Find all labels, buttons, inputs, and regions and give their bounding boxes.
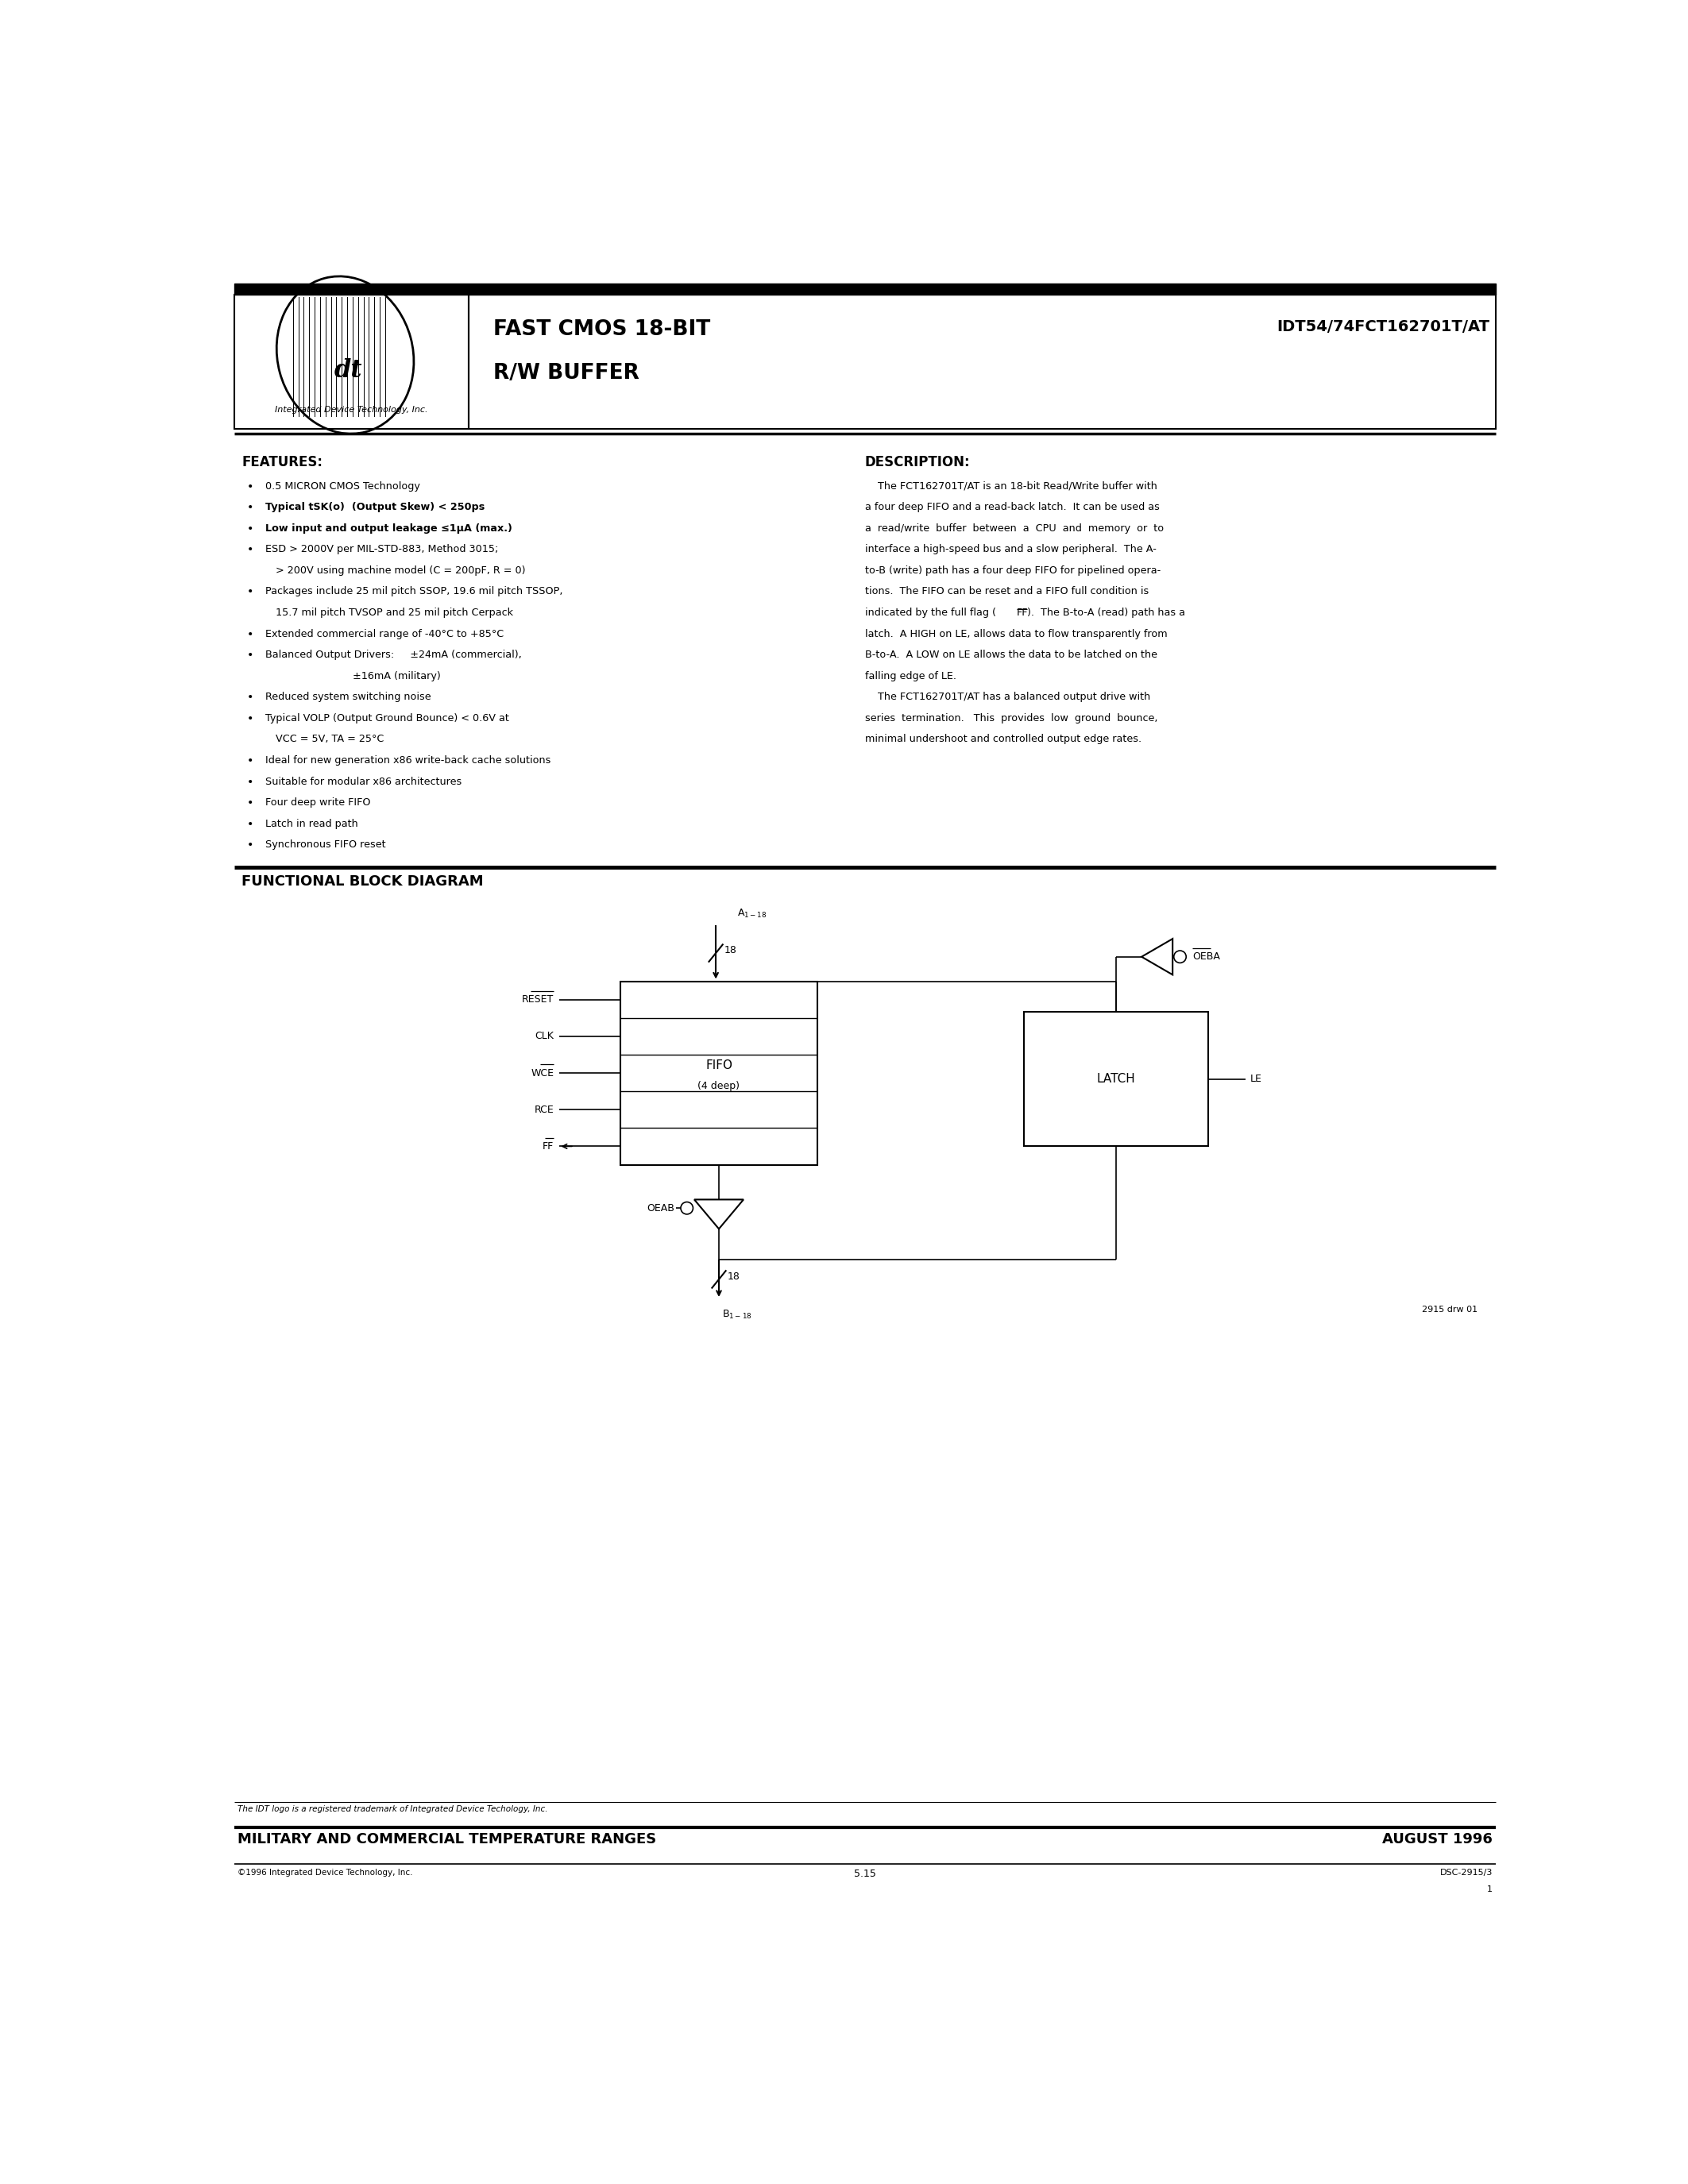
- Text: •: •: [246, 712, 253, 725]
- Text: OEAB: OEAB: [647, 1203, 675, 1214]
- Text: to-B (write) path has a four deep FIFO for pipelined opera-: to-B (write) path has a four deep FIFO f…: [864, 566, 1160, 577]
- Text: •: •: [246, 775, 253, 788]
- Text: •: •: [246, 839, 253, 852]
- Text: •: •: [246, 819, 253, 830]
- Text: 18: 18: [728, 1271, 739, 1282]
- Text: latch.  A HIGH on LE, allows data to flow transparently from: latch. A HIGH on LE, allows data to flow…: [864, 629, 1166, 640]
- Text: 18: 18: [724, 946, 738, 954]
- Text: DESCRIPTION:: DESCRIPTION:: [864, 454, 971, 470]
- Text: Ideal for new generation x86 write-back cache solutions: Ideal for new generation x86 write-back …: [265, 756, 550, 767]
- Text: ®: ®: [403, 286, 410, 295]
- Text: WCE: WCE: [530, 1068, 554, 1079]
- Text: Low input and output leakage ≤1μA (max.): Low input and output leakage ≤1μA (max.): [265, 524, 511, 533]
- Text: •: •: [246, 480, 253, 491]
- Text: •: •: [246, 629, 253, 640]
- Text: AUGUST 1996: AUGUST 1996: [1382, 1832, 1492, 1848]
- Text: Packages include 25 mil pitch SSOP, 19.6 mil pitch TSSOP,: Packages include 25 mil pitch SSOP, 19.6…: [265, 587, 562, 596]
- Text: > 200V using machine model (C = 200pF, R = 0): > 200V using machine model (C = 200pF, R…: [275, 566, 525, 577]
- Text: Integrated Device Technology, Inc.: Integrated Device Technology, Inc.: [275, 406, 427, 413]
- Text: •: •: [246, 756, 253, 767]
- Text: The FCT162701T/AT has a balanced output drive with: The FCT162701T/AT has a balanced output …: [864, 692, 1150, 703]
- Text: Balanced Output Drivers:     ±24mA (commercial),: Balanced Output Drivers: ±24mA (commerci…: [265, 651, 522, 660]
- Text: CLK: CLK: [535, 1031, 554, 1042]
- Text: 2915 drw 01: 2915 drw 01: [1421, 1306, 1477, 1313]
- Text: Synchronous FIFO reset: Synchronous FIFO reset: [265, 839, 385, 850]
- Text: 1: 1: [1487, 1885, 1492, 1894]
- Text: •: •: [246, 502, 253, 513]
- Text: Suitable for modular x86 architectures: Suitable for modular x86 architectures: [265, 775, 461, 786]
- Bar: [235, 284, 1496, 295]
- Text: B-to-A.  A LOW on LE allows the data to be latched on the: B-to-A. A LOW on LE allows the data to b…: [864, 651, 1156, 660]
- Text: 15.7 mil pitch TVSOP and 25 mil pitch Cerpack: 15.7 mil pitch TVSOP and 25 mil pitch Ce…: [275, 607, 513, 618]
- Text: VCC = 5V, TA = 25°C: VCC = 5V, TA = 25°C: [275, 734, 383, 745]
- Text: •: •: [246, 692, 253, 703]
- Text: R/W BUFFER: R/W BUFFER: [493, 363, 640, 384]
- Text: A$_{1-18}$: A$_{1-18}$: [738, 909, 766, 919]
- Text: a  read/write  buffer  between  a  CPU  and  memory  or  to: a read/write buffer between a CPU and me…: [864, 524, 1163, 533]
- Text: indicated by the full flag (: indicated by the full flag (: [864, 607, 996, 618]
- Text: OEBA: OEBA: [1192, 952, 1220, 961]
- Text: ±16mA (military): ±16mA (military): [353, 670, 441, 681]
- Text: LE: LE: [1251, 1075, 1263, 1083]
- Text: MILITARY AND COMMERCIAL TEMPERATURE RANGES: MILITARY AND COMMERCIAL TEMPERATURE RANG…: [238, 1832, 657, 1848]
- Bar: [235, 295, 468, 428]
- Text: IDT54/74FCT162701T/AT: IDT54/74FCT162701T/AT: [1276, 319, 1489, 334]
- Text: a four deep FIFO and a read-back latch.  It can be used as: a four deep FIFO and a read-back latch. …: [864, 502, 1160, 513]
- Text: Latch in read path: Latch in read path: [265, 819, 358, 830]
- Text: interface a high-speed bus and a slow peripheral.  The A-: interface a high-speed bus and a slow pe…: [864, 544, 1156, 555]
- Bar: [1023, 1011, 1209, 1147]
- Text: tions.  The FIFO can be reset and a FIFO full condition is: tions. The FIFO can be reset and a FIFO …: [864, 587, 1148, 596]
- Text: The IDT logo is a registered trademark of Integrated Device Techology, Inc.: The IDT logo is a registered trademark o…: [238, 1804, 547, 1813]
- Text: 5.15: 5.15: [854, 1870, 876, 1878]
- Text: FUNCTIONAL BLOCK DIAGRAM: FUNCTIONAL BLOCK DIAGRAM: [241, 874, 484, 889]
- Text: series  termination.   This  provides  low  ground  bounce,: series termination. This provides low gr…: [864, 712, 1158, 723]
- Text: FF: FF: [542, 1142, 554, 1151]
- Bar: [621, 981, 817, 1164]
- Text: ).  The B-to-A (read) path has a: ). The B-to-A (read) path has a: [1028, 607, 1185, 618]
- Text: ESD > 2000V per MIL-STD-883, Method 3015;: ESD > 2000V per MIL-STD-883, Method 3015…: [265, 544, 498, 555]
- Text: •: •: [246, 587, 253, 598]
- Text: •: •: [246, 797, 253, 808]
- Text: Typical VOLP (Output Ground Bounce) < 0.6V at: Typical VOLP (Output Ground Bounce) < 0.…: [265, 712, 510, 723]
- Text: Extended commercial range of -40°C to +85°C: Extended commercial range of -40°C to +8…: [265, 629, 503, 640]
- Text: •: •: [246, 524, 253, 535]
- Text: Four deep write FIFO: Four deep write FIFO: [265, 797, 370, 808]
- Text: minimal undershoot and controlled output edge rates.: minimal undershoot and controlled output…: [864, 734, 1141, 745]
- Bar: [468, 295, 1496, 428]
- Text: dt: dt: [334, 358, 363, 382]
- Text: (4 deep): (4 deep): [697, 1081, 739, 1092]
- Text: The FCT162701T/AT is an 18-bit Read/Write buffer with: The FCT162701T/AT is an 18-bit Read/Writ…: [864, 480, 1156, 491]
- Text: FF: FF: [1016, 607, 1028, 618]
- Text: FEATURES:: FEATURES:: [241, 454, 322, 470]
- Text: 0.5 MICRON CMOS Technology: 0.5 MICRON CMOS Technology: [265, 480, 420, 491]
- Text: Reduced system switching noise: Reduced system switching noise: [265, 692, 430, 703]
- Text: Typical tSK(o)  (Output Skew) < 250ps: Typical tSK(o) (Output Skew) < 250ps: [265, 502, 484, 513]
- Text: ©1996 Integrated Device Technology, Inc.: ©1996 Integrated Device Technology, Inc.: [238, 1870, 412, 1876]
- Text: B$_{1-18}$: B$_{1-18}$: [722, 1308, 751, 1321]
- Text: RESET: RESET: [522, 994, 554, 1005]
- Text: RCE: RCE: [533, 1105, 554, 1114]
- Text: FAST CMOS 18-BIT: FAST CMOS 18-BIT: [493, 319, 711, 339]
- Text: falling edge of LE.: falling edge of LE.: [864, 670, 955, 681]
- Text: •: •: [246, 651, 253, 662]
- Text: •: •: [246, 544, 253, 555]
- Text: LATCH: LATCH: [1097, 1072, 1136, 1085]
- Text: DSC-2915/3: DSC-2915/3: [1440, 1870, 1492, 1876]
- Text: FIFO: FIFO: [706, 1059, 733, 1072]
